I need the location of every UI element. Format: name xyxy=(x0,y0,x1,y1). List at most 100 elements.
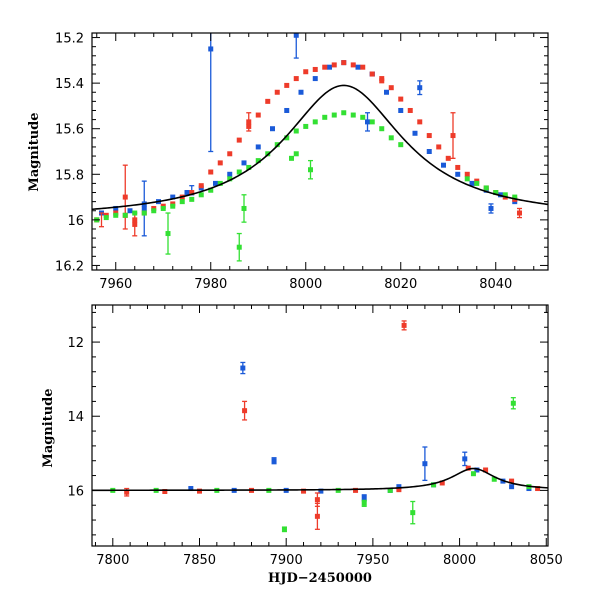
data-point xyxy=(246,119,252,125)
data-point xyxy=(312,66,318,72)
data-point xyxy=(170,194,176,200)
y-tick-label: 16.2 xyxy=(55,259,84,274)
data-point xyxy=(241,205,247,211)
plot-area xyxy=(92,33,548,262)
data-point xyxy=(103,215,109,221)
data-point xyxy=(398,107,404,113)
data-point xyxy=(464,176,470,182)
plot-area xyxy=(92,320,548,533)
data-point xyxy=(365,119,370,125)
data-point xyxy=(455,164,461,170)
data-point xyxy=(341,60,347,66)
data-point xyxy=(350,62,356,68)
data-point xyxy=(284,107,290,113)
data-point xyxy=(491,476,497,482)
data-point xyxy=(236,169,242,175)
data-point xyxy=(132,221,138,227)
data-point xyxy=(255,112,261,118)
data-point xyxy=(227,176,233,182)
data-point xyxy=(124,489,130,495)
data-point xyxy=(312,76,318,82)
data-point xyxy=(227,171,233,177)
y-tick-label: 12 xyxy=(67,336,84,351)
data-point xyxy=(217,160,223,166)
data-point xyxy=(455,171,461,177)
top-panel: Magnitude 7960 7980 8000 8020 8040 15.2 15.4 15… xyxy=(27,32,549,292)
data-point xyxy=(213,180,218,186)
data-point xyxy=(293,33,299,38)
data-point xyxy=(360,114,366,120)
data-point xyxy=(470,471,476,477)
data-point xyxy=(208,187,214,193)
data-point xyxy=(255,144,261,150)
data-point xyxy=(312,119,318,125)
y-tick-label: 15.8 xyxy=(55,168,84,183)
data-point xyxy=(412,130,418,136)
data-point xyxy=(474,180,480,186)
x-tick-label: 8000 xyxy=(443,553,476,568)
data-point xyxy=(208,169,214,175)
series-2 xyxy=(94,110,518,262)
data-point xyxy=(241,160,247,166)
data-point xyxy=(407,107,413,113)
y-tick-label: 15.6 xyxy=(55,123,84,138)
data-point xyxy=(445,155,451,161)
data-point xyxy=(431,482,437,488)
data-point xyxy=(441,162,446,168)
data-point xyxy=(255,158,261,164)
series-2 xyxy=(110,397,532,533)
model-curve xyxy=(92,84,548,211)
data-point xyxy=(341,110,347,116)
data-point xyxy=(331,112,337,118)
y-tick-label: 15.4 xyxy=(55,77,84,92)
x-tick-label: 7800 xyxy=(96,553,129,568)
data-point xyxy=(132,210,138,216)
data-point xyxy=(327,64,332,70)
data-point xyxy=(281,526,287,532)
data-point xyxy=(436,144,442,150)
data-point xyxy=(493,190,499,196)
y-tick-label: 16 xyxy=(67,484,84,499)
x-tick-label: 7980 xyxy=(194,277,227,292)
data-point xyxy=(509,484,515,490)
data-point xyxy=(179,199,185,205)
data-point xyxy=(355,64,361,70)
data-point xyxy=(284,135,290,141)
data-point xyxy=(189,196,195,202)
data-point xyxy=(308,167,313,173)
data-point xyxy=(318,488,324,494)
data-point xyxy=(465,465,471,471)
data-point xyxy=(417,85,423,91)
data-point xyxy=(208,46,214,52)
data-point xyxy=(113,212,119,218)
data-point xyxy=(284,82,290,88)
data-point xyxy=(426,149,432,154)
x-tick-label: 8020 xyxy=(384,277,417,292)
data-point xyxy=(289,155,294,161)
data-point xyxy=(417,119,423,125)
data-point xyxy=(502,192,508,198)
data-point xyxy=(410,510,416,516)
data-point xyxy=(122,212,128,218)
x-tick-label: 8040 xyxy=(479,277,512,292)
data-point xyxy=(439,480,445,486)
data-point xyxy=(331,62,337,68)
x-tick-label: 7850 xyxy=(183,553,216,568)
data-point xyxy=(388,85,394,91)
data-point xyxy=(462,456,468,462)
data-point xyxy=(387,487,393,493)
data-point xyxy=(314,497,320,503)
data-point xyxy=(184,190,190,196)
data-point xyxy=(426,133,432,139)
data-point xyxy=(398,96,404,102)
data-point xyxy=(464,171,470,177)
data-point xyxy=(474,467,480,473)
data-point xyxy=(196,488,202,494)
data-point xyxy=(369,119,375,125)
data-point xyxy=(314,513,320,519)
data-point xyxy=(353,487,359,493)
data-point xyxy=(361,500,367,506)
data-point xyxy=(236,137,242,143)
data-point xyxy=(360,64,366,70)
